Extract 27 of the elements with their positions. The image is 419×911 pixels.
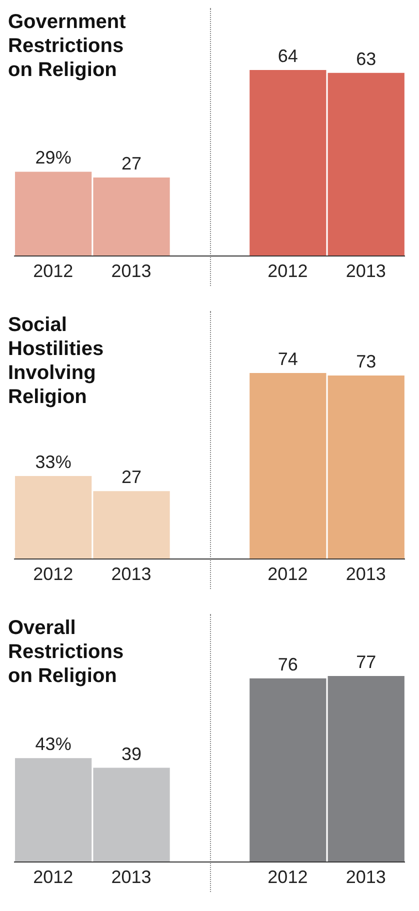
x-tick-label: 2012 bbox=[33, 260, 74, 281]
chart-title: Government Restrictions on Religion bbox=[8, 10, 127, 82]
chart-title: Overall Restrictions on Religion bbox=[8, 616, 125, 688]
x-tick-label: 2013 bbox=[111, 866, 152, 887]
data-label: 27 bbox=[122, 154, 142, 174]
data-label: 29% bbox=[35, 148, 72, 168]
x-tick-label: 2012 bbox=[268, 866, 308, 887]
x-tick-label: 2012 bbox=[268, 260, 308, 281]
data-label: 27 bbox=[122, 467, 142, 488]
data-label: 63 bbox=[356, 48, 376, 69]
x-tick-label: 2013 bbox=[111, 260, 152, 281]
data-label: 73 bbox=[356, 352, 376, 372]
x-tick-label: 2013 bbox=[346, 260, 386, 281]
x-tick-label: 2013 bbox=[111, 564, 152, 584]
x-tick-label: 2012 bbox=[33, 564, 74, 584]
data-label: 43% bbox=[35, 734, 72, 754]
data-label: 33% bbox=[35, 452, 72, 472]
x-tick-label: 2012 bbox=[33, 866, 74, 887]
data-label: 39 bbox=[122, 744, 142, 764]
data-label: 64 bbox=[278, 46, 298, 66]
x-tick-label: 2012 bbox=[268, 564, 308, 584]
x-tick-label: 2013 bbox=[346, 564, 386, 584]
chart-title: Social Hostilities Involving Religion bbox=[8, 313, 105, 409]
data-label: 74 bbox=[278, 349, 298, 369]
data-label: 77 bbox=[356, 652, 376, 672]
data-label: 76 bbox=[278, 654, 298, 674]
x-tick-label: 2013 bbox=[346, 866, 386, 887]
